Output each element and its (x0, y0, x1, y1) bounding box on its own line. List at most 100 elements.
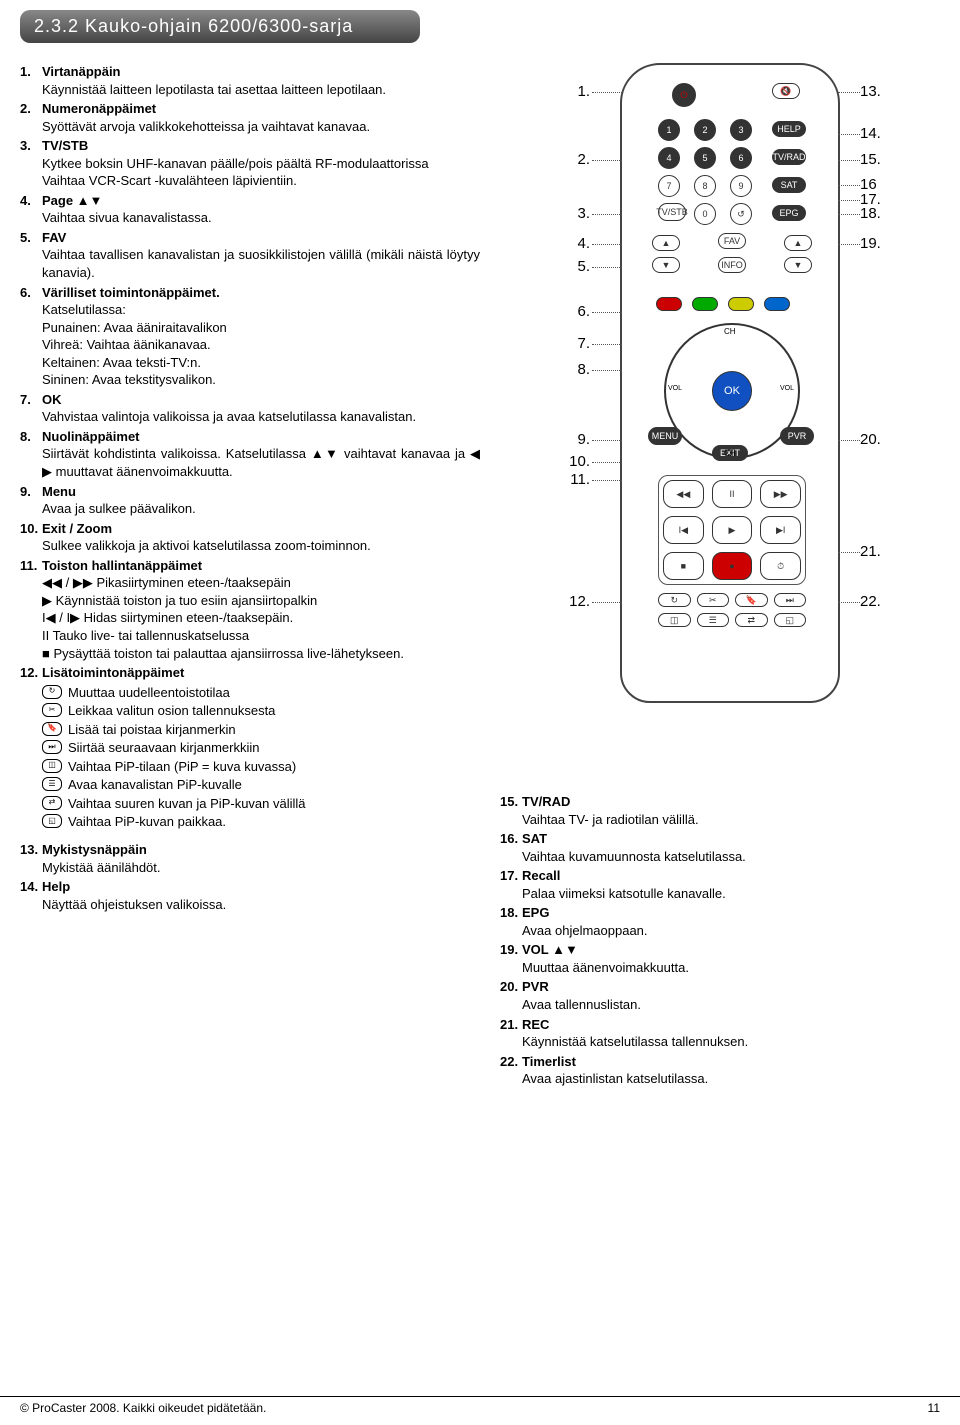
list-item: 20. PVRAvaa tallennuslistan. (500, 978, 940, 1013)
section-header: 2.3.2 Kauko-ohjain 6200/6300-sarja (20, 10, 420, 43)
item-number: 10. (20, 520, 42, 555)
item-number: 13. (20, 841, 42, 876)
leader-line (838, 185, 860, 186)
remote-pageL: ▲ (652, 235, 680, 251)
remote-tvrad: TV/RAD (772, 149, 806, 165)
icon-bullet: ⏭ Siirtää seuraavaan kirjanmerkkiin (20, 739, 480, 757)
list-item: 7. OKVahvistaa valintoja valikoissa ja a… (20, 391, 480, 426)
remote-volR: ▼ (784, 257, 812, 273)
item-title: TV/STB (42, 138, 88, 153)
list-item: 19. VOL ▲▼Muuttaa äänenvoimakkuutta. (500, 941, 940, 976)
item-title: Menu (42, 484, 76, 499)
item-number: 15. (500, 793, 522, 828)
remote-n2: 2 (694, 119, 716, 141)
feature-icon: ⏭ (42, 739, 62, 755)
item-title: Toiston hallintanäppäimet (42, 558, 202, 573)
item-title: Page ▲▼ (42, 193, 102, 208)
callout-left: 8. (560, 361, 590, 378)
right-column: 1.2.3.4.5.6.7.8.9.10.11.12. ⏻🔇123HELP456… (500, 63, 940, 1090)
leader-line (838, 214, 860, 215)
leader-line (592, 462, 622, 463)
remote-epg: EPG (772, 205, 806, 221)
item-title: Lisätoimintonäppäimet (42, 665, 184, 680)
list-item: 11. Toiston hallintanäppäimet◀◀ / ▶▶ Pik… (20, 557, 480, 662)
item-title: Virtanäppäin (42, 64, 121, 79)
item-number: 2. (20, 100, 42, 135)
vol-l-label: VOL (668, 385, 682, 392)
leader-line (592, 370, 622, 371)
item-title: REC (522, 1017, 549, 1032)
list-item: 10. Exit / ZoomSulkee valikkoja ja aktiv… (20, 520, 480, 555)
leader-line (592, 214, 622, 215)
item-title: Numeronäppäimet (42, 101, 156, 116)
item-number: 6. (20, 284, 42, 389)
list-item: 4. Page ▲▼Vaihtaa sivua kanavalistassa. (20, 192, 480, 227)
item-title: SAT (522, 831, 547, 846)
leader-line (592, 344, 622, 345)
remote-n6: 6 (730, 147, 752, 169)
item-number: 8. (20, 428, 42, 481)
icon-bullet: ✂ Leikkaa valitun osion tallennuksesta (20, 702, 480, 720)
icon-bullet: ⇄ Vaihtaa suuren kuvan ja PiP-kuvan väli… (20, 795, 480, 813)
vol-r-label: VOL (780, 385, 794, 392)
remote-mute: 🔇 (772, 83, 800, 99)
item-title: EPG (522, 905, 549, 920)
icon-bullet-text: Vaihtaa suuren kuvan ja PiP-kuvan välill… (68, 795, 306, 813)
leader-line (592, 312, 622, 313)
list-item: 21. RECKäynnistää katselutilassa tallenn… (500, 1016, 940, 1051)
item-number: 12. (20, 664, 42, 682)
item-number: 22. (500, 1053, 522, 1088)
remote-help: HELP (772, 121, 806, 137)
callout-right: 20. (860, 431, 881, 448)
list-item: 15. TV/RADVaihtaa TV- ja radiotilan väli… (500, 793, 940, 828)
leader-line (592, 92, 622, 93)
leader-line (838, 602, 860, 603)
leader-line (592, 602, 622, 603)
item-number: 14. (20, 878, 42, 913)
page-number: 11 (928, 1401, 940, 1415)
list-item: 5. FAVVaihtaa tavallisen kanavalistan ja… (20, 229, 480, 282)
item-title: OK (42, 392, 62, 407)
remote-n1: 1 (658, 119, 680, 141)
remote-volL: ▼ (652, 257, 680, 273)
item-title: Help (42, 879, 70, 894)
playback-panel: ◀◀ II ▶▶ I◀ ▶ ▶I ■ ● ⏱ (658, 475, 806, 585)
feature-icon: 🔖 (42, 721, 62, 737)
copyright: © ProCaster 2008. Kaikki oikeudet pidäte… (20, 1401, 266, 1415)
leader-line (838, 200, 860, 201)
item-title: Timerlist (522, 1054, 576, 1069)
item-title: Exit / Zoom (42, 521, 112, 536)
item-number: 11. (20, 557, 42, 662)
item-number: 5. (20, 229, 42, 282)
callout-right: 21. (860, 543, 881, 560)
callout-left: 11. (560, 471, 590, 488)
leader-line (592, 267, 622, 268)
remote-blue (764, 297, 790, 311)
remote-n4: 4 (658, 147, 680, 169)
remote-red (656, 297, 682, 311)
feature-icon: ◫ (42, 758, 62, 774)
item-number: 16. (500, 830, 522, 865)
remote-pageR: ▲ (784, 235, 812, 251)
remote-yellow (728, 297, 754, 311)
callout-right: 15. (860, 151, 881, 168)
remote-n0: 0 (694, 203, 716, 225)
leader-line (838, 92, 860, 93)
remote-n8: 8 (694, 175, 716, 197)
remote-n5: 5 (694, 147, 716, 169)
item-number: 21. (500, 1016, 522, 1051)
callout-left: 6. (560, 303, 590, 320)
list-item: 17. RecallPalaa viimeksi katsotulle kana… (500, 867, 940, 902)
callout-left: 10. (560, 453, 590, 470)
icon-bullet-text: Lisää tai poistaa kirjanmerkin (68, 721, 236, 739)
remote-diagram: 1.2.3.4.5.6.7.8.9.10.11.12. ⏻🔇123HELP456… (500, 63, 940, 763)
icon-bullet: ☰ Avaa kanavalistan PiP-kuvalle (20, 776, 480, 794)
leader-line (592, 480, 622, 481)
remote-fav: FAV (718, 233, 746, 249)
item-title: Recall (522, 868, 560, 883)
callout-left: 9. (560, 431, 590, 448)
item-number: 4. (20, 192, 42, 227)
list-item: 16. SATVaihtaa kuvamuunnosta katselutila… (500, 830, 940, 865)
feature-icon: ↻ (42, 684, 62, 700)
item-number: 18. (500, 904, 522, 939)
